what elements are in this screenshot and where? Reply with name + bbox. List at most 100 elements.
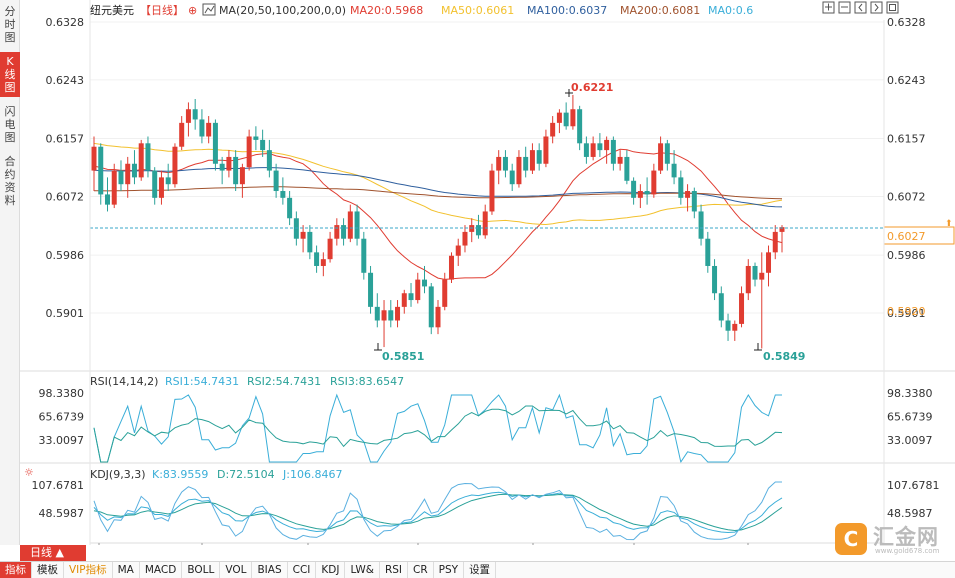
- tab-flash[interactable]: 闪电图: [4, 105, 16, 144]
- candle-body: [644, 191, 650, 195]
- fullscreen-icon[interactable]: [886, 1, 899, 14]
- bottom-tab-9[interactable]: KDJ: [316, 562, 346, 578]
- tab-contract-info[interactable]: 合约资料: [4, 155, 16, 207]
- candle-body: [577, 109, 583, 144]
- logo-badge-icon: C: [835, 523, 867, 555]
- candle-body: [502, 156, 508, 171]
- bottom-tab-0[interactable]: 指标: [0, 562, 32, 578]
- price-tick-right: 0.5986: [887, 249, 926, 262]
- candle-body: [516, 156, 522, 185]
- zoom-in-icon[interactable]: [822, 1, 835, 14]
- price-tick-left: 0.6157: [46, 133, 85, 146]
- ma100-line: [93, 167, 783, 208]
- bottom-tab-11[interactable]: RSI: [380, 562, 408, 578]
- candle-body: [624, 156, 630, 181]
- candle-body: [610, 139, 616, 164]
- price-flag-icon: ⬆: [945, 219, 953, 229]
- candle-body: [462, 231, 468, 246]
- candle-body: [496, 156, 502, 171]
- candle-body: [104, 194, 110, 205]
- candle-body: [550, 122, 556, 137]
- rsi1-value: RSI1:54.7431: [165, 375, 239, 388]
- ma0-value: MA0:0.6: [708, 4, 753, 17]
- candle-body: [314, 252, 320, 266]
- bottom-tab-5[interactable]: BOLL: [182, 562, 221, 578]
- tab-kline[interactable]: K线图: [0, 52, 20, 97]
- candle-body: [664, 143, 670, 164]
- bottom-tab-3[interactable]: MA: [113, 562, 140, 578]
- moving-averages: [93, 142, 783, 280]
- bottom-tab-14[interactable]: 设置: [464, 562, 497, 578]
- kdj-k-line: [93, 491, 783, 534]
- svg-text:0.6221: 0.6221: [571, 81, 613, 94]
- indicator-icon[interactable]: [202, 3, 216, 16]
- bottom-tab-2[interactable]: VIP指标: [64, 562, 113, 578]
- price-tick-left: 0.5986: [46, 249, 85, 262]
- candle-body: [698, 211, 704, 239]
- candle-body: [685, 191, 691, 198]
- bottom-tab-4[interactable]: MACD: [140, 562, 183, 578]
- period-tag: 【日线】: [140, 3, 184, 17]
- candle-body: [583, 143, 589, 157]
- zoom-out-icon[interactable]: [838, 1, 851, 14]
- low-annotation-1: 0.5851: [374, 343, 424, 363]
- candle-body: [334, 225, 340, 239]
- svg-text:0.5849: 0.5849: [763, 350, 805, 363]
- candle-body: [165, 177, 171, 185]
- settings-icon[interactable]: ⊕: [188, 4, 197, 17]
- candle-body: [199, 119, 205, 137]
- bottom-tab-8[interactable]: CCI: [288, 562, 317, 578]
- candle-body: [671, 163, 677, 178]
- candle-body: [138, 143, 144, 178]
- candle-body: [172, 146, 178, 185]
- kdj-settings-icon[interactable]: ☼: [24, 466, 34, 479]
- period-selector[interactable]: 日线 ▲: [20, 545, 86, 561]
- rsi-tick-right: 65.6739: [887, 411, 933, 424]
- candle-body: [354, 211, 360, 239]
- bottom-tab-7[interactable]: BIAS: [252, 562, 288, 578]
- price-axis-left: 0.6328 0.6243 0.6157 0.6072 0.5986 0.5901: [46, 16, 85, 320]
- rsi-lines: [93, 393, 783, 464]
- kdj-tick-right: 107.6781: [887, 479, 940, 492]
- candle-body: [246, 136, 252, 168]
- candle-body: [395, 306, 401, 321]
- rsi-tick-left: 33.0097: [39, 434, 85, 447]
- price-tick-left: 0.6328: [46, 16, 85, 29]
- candlestick-chart[interactable]: 纽元美元 【日线】 ⊕ MA(20,50,100,200,0,0) MA20:0…: [20, 0, 955, 545]
- candle-body: [428, 286, 434, 328]
- price-tick-right: 0.6243: [887, 74, 926, 87]
- candle-body: [745, 265, 751, 294]
- candle-body: [98, 146, 104, 195]
- candle-body: [374, 306, 380, 321]
- candle-body: [604, 139, 610, 151]
- rsi-title: RSI(14,14,2): [90, 375, 158, 388]
- chart-toolbar: [822, 1, 899, 14]
- candle-body: [523, 156, 529, 171]
- candle-body: [691, 191, 697, 212]
- candle-body: [91, 146, 97, 171]
- rsi2-value: RSI2:54.7431: [247, 375, 321, 388]
- candle-body: [361, 238, 367, 273]
- bottom-tab-12[interactable]: CR: [408, 562, 434, 578]
- scroll-right-icon[interactable]: [870, 1, 883, 14]
- bottom-tab-1[interactable]: 模板: [32, 562, 64, 578]
- kdj-axis: 107.6781 107.6781 48.5987 48.5987: [32, 479, 940, 520]
- rsi-tick-right: 98.3380: [887, 387, 933, 400]
- candle-body: [233, 156, 239, 185]
- candle-body: [239, 167, 245, 185]
- bottom-tab-10[interactable]: LW&: [345, 562, 380, 578]
- candle-body: [590, 143, 596, 157]
- candle-body: [179, 122, 185, 147]
- rsi-tick-right: 33.0097: [887, 434, 933, 447]
- candle-body: [631, 180, 637, 198]
- price-tick-left: 0.6243: [46, 74, 85, 87]
- candle-body: [118, 170, 124, 185]
- kdj-k-value: K:83.9559: [152, 468, 208, 481]
- scroll-left-icon[interactable]: [854, 1, 867, 14]
- rsi-line: [93, 405, 783, 463]
- bottom-tab-13[interactable]: PSY: [434, 562, 465, 578]
- candle-body: [347, 211, 353, 239]
- candle-body: [273, 170, 279, 192]
- bottom-tab-6[interactable]: VOL: [220, 562, 253, 578]
- tab-timeshare[interactable]: 分时图: [4, 5, 16, 44]
